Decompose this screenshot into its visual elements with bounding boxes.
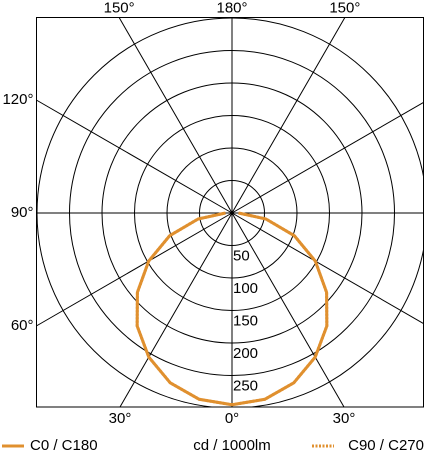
legend-label: C90 / C270 — [348, 437, 424, 454]
angle-tick-label: 30° — [109, 410, 132, 427]
spoke — [231, 212, 345, 407]
spoke — [231, 102, 424, 214]
r-tick-label: 150 — [233, 312, 258, 329]
r-tick-label: 250 — [233, 377, 258, 394]
grid — [36, 17, 424, 407]
angle-tick-label: 120° — [2, 91, 33, 108]
angle-tick-label: 90° — [11, 204, 34, 221]
r-tick-label: 100 — [233, 280, 258, 297]
spoke — [36, 99, 233, 214]
spoke — [231, 17, 346, 214]
r-tick-label: 200 — [233, 345, 258, 362]
angle-tick-label: 60° — [11, 317, 34, 334]
angle-tick-label: 30° — [333, 410, 356, 427]
unit-label: cd / 1000lm — [193, 437, 271, 454]
spoke — [119, 212, 233, 407]
intensity-curve — [135, 211, 233, 407]
spoke — [118, 17, 233, 214]
plot-frame — [36, 17, 424, 408]
angle-tick-label: 0° — [225, 410, 239, 427]
spoke — [231, 212, 424, 324]
intensity-curve — [231, 211, 329, 407]
angle-tick-label: 150° — [104, 0, 135, 16]
r-tick-label: 50 — [233, 247, 250, 264]
legend-label: C0 / C180 — [30, 437, 98, 454]
angle-tick-label: 150° — [329, 0, 360, 16]
curves — [135, 211, 329, 407]
spoke — [36, 212, 233, 327]
angle-tick-label: 180° — [216, 0, 247, 16]
labels: 50 100 150 200 250 150° 180° 150° 120° 90° 60° 30° 0… — [2, 0, 360, 427]
